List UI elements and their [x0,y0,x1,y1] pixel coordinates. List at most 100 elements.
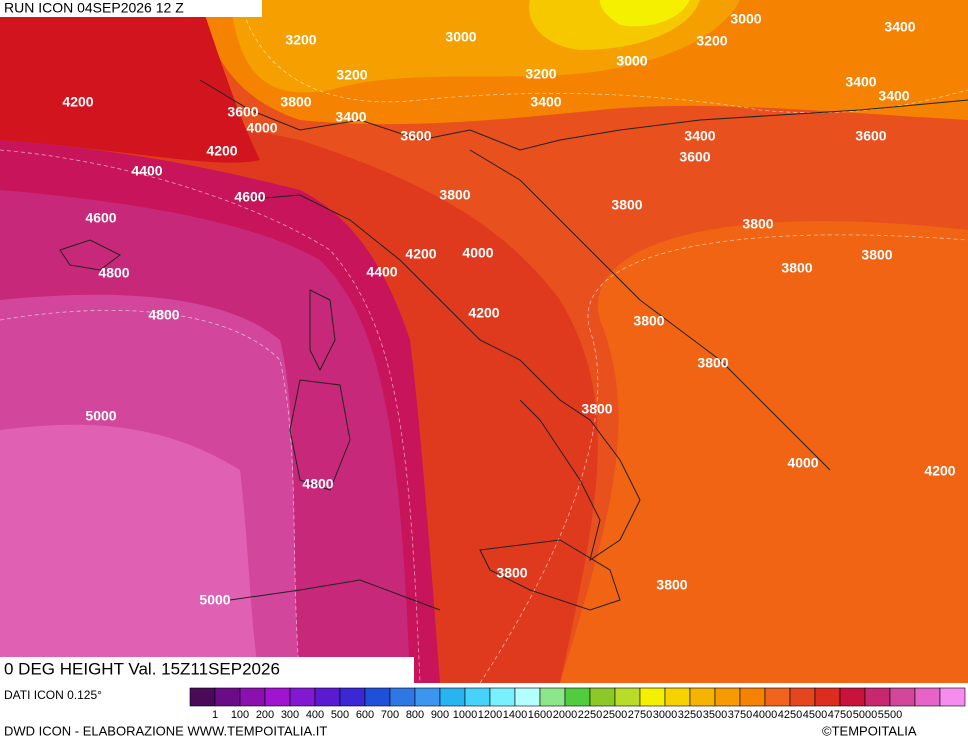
contour-label: 3200 [285,32,316,48]
contour-label: 4800 [148,307,179,323]
contour-label: 3800 [742,216,773,232]
contour-label: 3800 [656,577,687,593]
colorbar-swatch [339,687,366,707]
colorbar-label: 3000 [653,709,677,721]
colorbar-swatch [914,687,941,707]
colorbar-swatch [264,687,291,707]
contour-label: 3400 [684,128,715,144]
contour-label: 3200 [525,66,556,82]
colorbar-label: 5000 [853,709,877,721]
contour-label: 4200 [468,305,499,321]
contour-label: 4000 [462,245,493,261]
credit: DWD ICON - ELABORAZIONE WWW.TEMPOITALIA.… [4,723,327,738]
contour-label: 3600 [227,104,258,120]
colorbar-label: 900 [431,709,449,721]
contour-label: 3800 [861,247,892,263]
colorbar-label: 100 [231,709,249,721]
colorbar-swatch [389,687,416,707]
contour-label: 3000 [445,29,476,45]
colorbar-label: 200 [256,709,274,721]
colorbar-swatch [789,687,816,707]
contour-label: 3400 [845,74,876,90]
colorbar-swatch [289,687,316,707]
colorbar-swatch [639,687,666,707]
contour-label: 4000 [787,455,818,471]
contour-label: 4400 [366,264,397,280]
colorbar-label: 4750 [828,709,852,721]
colorbar-swatch [414,687,441,707]
colorbar-label: 1600 [528,709,552,721]
colorbar-swatch [314,687,341,707]
contour-label: 3800 [633,313,664,329]
colorbar-label: 4500 [803,709,827,721]
contour-label: 3400 [530,94,561,110]
contour-label: 3800 [439,187,470,203]
colorbar-label: 1000 [453,709,477,721]
colorbar-swatch [539,687,566,707]
legend-title: DATI ICON 0.125° [4,688,102,702]
contour-label: 4200 [62,94,93,110]
colorbar-swatch [214,687,241,707]
colorbar-swatch [839,687,866,707]
colorbar-label: 3750 [728,709,752,721]
contour-label: 5000 [199,592,230,608]
contour-label: 3800 [280,94,311,110]
map [0,0,968,684]
contour-label: 3600 [855,128,886,144]
contour-label: 3600 [679,149,710,165]
colorbar-label: 500 [331,709,349,721]
colorbar-label: 4250 [778,709,802,721]
colorbar-label: 2750 [628,709,652,721]
colorbar-swatch [889,687,916,707]
colorbar-swatch [939,687,966,707]
contour-label: 4600 [85,210,116,226]
colorbar-swatch [664,687,691,707]
contour-label: 3400 [878,88,909,104]
colorbar-swatch [589,687,616,707]
colorbar-label: 1 [212,709,218,721]
contour-label: 3800 [581,401,612,417]
contour-label: 3400 [335,109,366,125]
colorbar-label: 5500 [878,709,902,721]
colorbar-label: 2000 [553,709,577,721]
colorbar-label: 600 [356,709,374,721]
contour-label: 3000 [616,53,647,69]
contour-label: 3800 [496,565,527,581]
run-title: RUN ICON 04SEP2026 12 Z [4,0,184,16]
colorbar-label: 3500 [703,709,727,721]
contour-label: 5000 [85,408,116,424]
contour-label: 4000 [246,120,277,136]
contour-label: 4200 [206,143,237,159]
contour-label: 3800 [611,197,642,213]
colorbar-label: 3250 [678,709,702,721]
header-box [0,0,262,17]
copyright: ©TEMPOITALIA [822,723,917,738]
colorbar-swatch [564,687,591,707]
contour-label: 3200 [696,33,727,49]
colorbar-swatch [614,687,641,707]
colorbar-label: 400 [306,709,324,721]
colorbar-label: 800 [406,709,424,721]
colorbar-label: 2500 [603,709,627,721]
colorbar-label: 300 [281,709,299,721]
contour-label: 3200 [336,67,367,83]
contour-label: 4400 [131,163,162,179]
colorbar-label: 2250 [578,709,602,721]
colorbar-swatch [189,687,216,707]
contour-label: 4800 [302,476,333,492]
contour-label: 3800 [781,260,812,276]
colorbar-swatch [239,687,266,707]
contour-label: 3800 [697,355,728,371]
colorbar-swatch [464,687,491,707]
colorbar-label: 700 [381,709,399,721]
contour-label: 4800 [98,265,129,281]
field-title: 0 DEG HEIGHT Val. 15Z11SEP2026 [4,659,280,678]
contour-label: 3400 [884,19,915,35]
colorbar-swatch [514,687,541,707]
colorbar-label: 4000 [753,709,777,721]
colorbar-label: 1400 [503,709,527,721]
contour-label: 4200 [405,246,436,262]
colorbar-swatch [814,687,841,707]
